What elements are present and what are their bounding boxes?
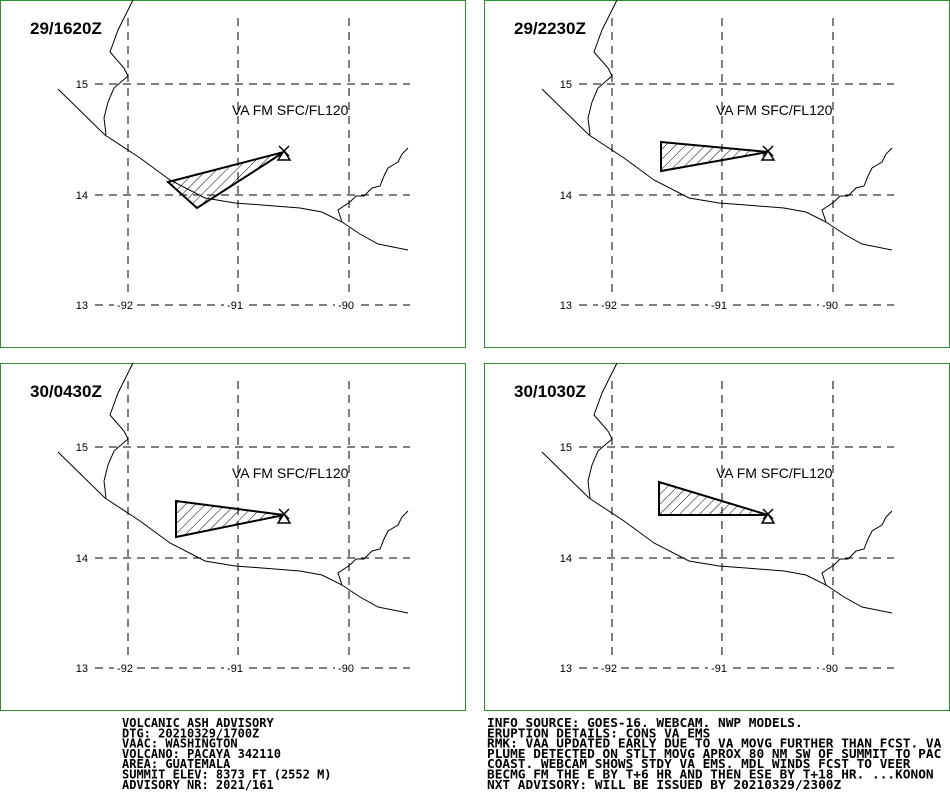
lat-label: 13	[560, 663, 572, 675]
ash-plume	[175, 499, 285, 539]
panel-border	[0, 363, 466, 711]
volcano-symbol	[760, 512, 776, 524]
volcano-x	[762, 145, 774, 157]
advisory-left-line: VOLCANO: PACAYA 342110	[122, 747, 281, 761]
caribbean-coast	[103, 0, 134, 136]
lon-label: -92	[117, 300, 133, 312]
lon-label: -90	[822, 663, 838, 675]
caribbean-coast	[587, 0, 618, 136]
lon-label-bg	[598, 298, 620, 311]
advisory-right-line: BECMG FM THE E BY T+6 HR AND THEN ESE BY…	[487, 768, 934, 782]
pacific-coast	[541, 88, 893, 251]
lat-label: 13	[76, 663, 88, 675]
pacific-coast	[541, 451, 893, 614]
lon-label-bg	[819, 661, 841, 674]
lon-label-bg	[819, 298, 841, 311]
advisory-left-line: VOLCANIC ASH ADVISORY	[122, 716, 274, 730]
lat-label: 15	[560, 79, 572, 91]
lon-label-bg	[335, 661, 357, 674]
lat-label: 15	[76, 442, 88, 454]
lat-label: 14	[560, 190, 572, 202]
map-panel: 15 14 13 -92 -91 -90 30/0430Z VA FM SFC/FL120	[0, 362, 466, 711]
lon-label: -91	[227, 663, 243, 675]
advisory-left-line: SUMMIT ELEV: 8373 FT (2552 M)	[122, 768, 332, 782]
lon-label: -91	[711, 663, 727, 675]
belize-coast	[337, 147, 409, 223]
lat-label: 14	[76, 190, 88, 202]
lon-label-bg	[335, 298, 357, 311]
lon-label: -90	[338, 663, 354, 675]
advisory-right-line: RMK: VAA UPDATED EARLY DUE TO VA MOVG FU…	[487, 737, 942, 751]
belize-coast	[821, 510, 893, 586]
lat-label: 14	[560, 553, 572, 565]
ash-plume	[660, 140, 769, 173]
ash-plume	[165, 151, 285, 210]
advisory-right-line: NXT ADVISORY: WILL BE ISSUED BY 20210329…	[487, 778, 841, 792]
advisory-left-line: VAAC: WASHINGTON	[122, 737, 238, 751]
volcano-x	[278, 508, 290, 520]
volcano-symbol	[276, 149, 292, 161]
lat-label: 13	[560, 300, 572, 312]
lon-label: -91	[711, 300, 727, 312]
lon-label: -92	[601, 663, 617, 675]
map-panel: 15 14 13 -92 -91 -90 30/1030Z VA FM SFC/FL120	[484, 362, 950, 711]
advisory-right-line: ERUPTION DETAILS: CONS VA EMS	[487, 726, 710, 740]
panel-label: VA FM SFC/FL120	[232, 102, 349, 118]
panel-label: VA FM SFC/FL120	[716, 102, 833, 118]
advisory-left-line: AREA: GUATEMALA	[122, 757, 231, 771]
lon-label-bg	[598, 661, 620, 674]
lon-label-bg	[708, 661, 730, 674]
panel-time: 30/0430Z	[30, 382, 102, 401]
lat-label: 15	[76, 79, 88, 91]
ash-plume	[658, 480, 769, 516]
belize-coast	[821, 147, 893, 223]
lon-label-bg	[224, 298, 246, 311]
lon-label-bg	[224, 661, 246, 674]
panel-border	[0, 0, 466, 348]
lat-label: 13	[76, 300, 88, 312]
caribbean-coast	[103, 362, 134, 499]
lat-label: 14	[76, 553, 88, 565]
lon-label: -92	[117, 663, 133, 675]
lat-label: 15	[560, 442, 572, 454]
lon-label-bg	[114, 298, 136, 311]
panel-border	[484, 0, 950, 348]
lon-label: -90	[338, 300, 354, 312]
advisory-left-line: DTG: 20210329/1700Z	[122, 726, 259, 740]
pacific-coast	[57, 451, 409, 614]
advisory-left-line: ADVISORY NR: 2021/161	[122, 778, 274, 792]
lon-label: -90	[822, 300, 838, 312]
volcano-x	[278, 145, 290, 157]
caribbean-coast	[587, 362, 618, 499]
advisory-right-line: COAST. WEBCAM SHOWS STDY VA EMS. MDL WIN…	[487, 757, 911, 771]
panel-time: 30/1030Z	[514, 382, 586, 401]
panel-time: 29/2230Z	[514, 19, 586, 38]
panel-label: VA FM SFC/FL120	[716, 465, 833, 481]
advisory-right-line: PLUME DETECTED ON STLT MOVG APROX 80 NM …	[487, 747, 941, 761]
panel-border	[484, 363, 950, 711]
belize-coast	[337, 510, 409, 586]
lon-label: -91	[227, 300, 243, 312]
panel-label: VA FM SFC/FL120	[232, 465, 349, 481]
volcano-symbol	[760, 149, 776, 161]
lon-label-bg	[708, 298, 730, 311]
panel-time: 29/1620Z	[30, 19, 102, 38]
lon-label-bg	[114, 661, 136, 674]
map-panel: 15 14 13 -92 -91 -90 29/2230Z VA FM SFC/FL120	[484, 0, 950, 348]
map-panel: 15 14 13 -92 -91 -90 29/1620Z VA FM SFC/FL120	[0, 0, 466, 348]
lon-label: -92	[601, 300, 617, 312]
volcano-symbol	[276, 512, 292, 524]
advisory-right-line: INFO SOURCE: GOES-16. WEBCAM. NWP MODELS…	[487, 716, 803, 730]
pacific-coast	[57, 88, 409, 251]
volcano-x	[762, 508, 774, 520]
